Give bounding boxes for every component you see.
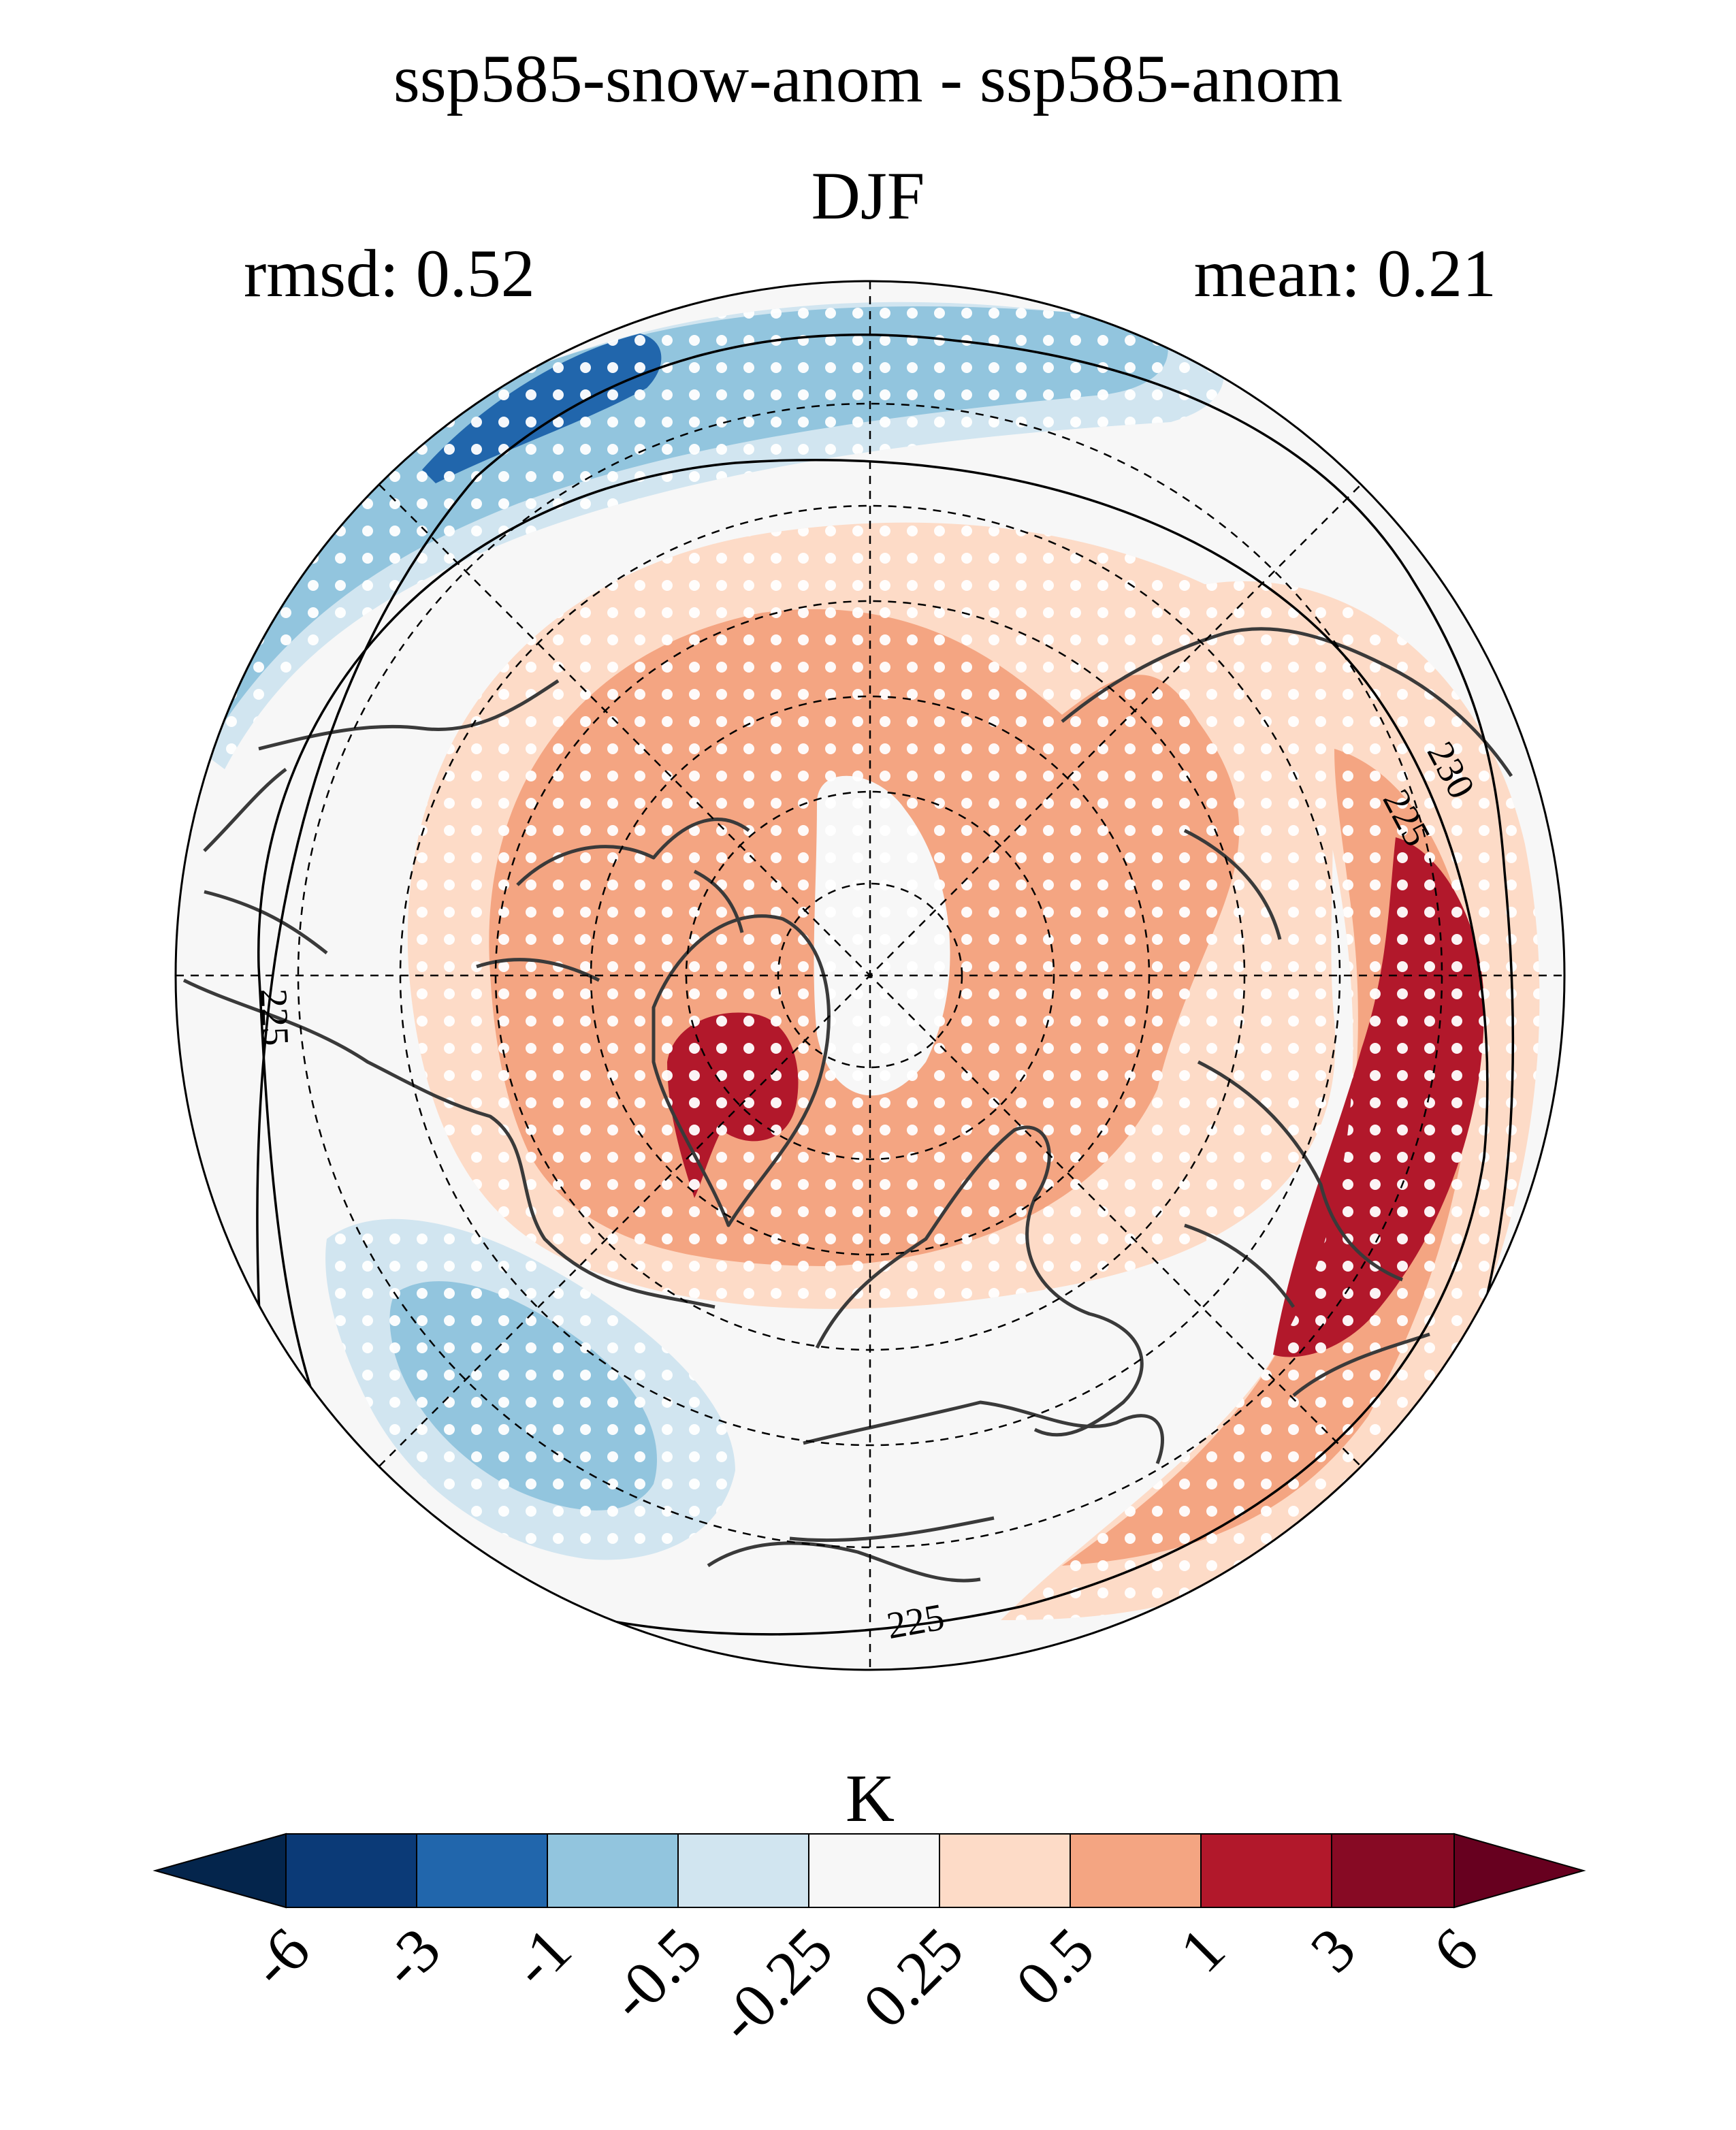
mediterranean-coast (789, 1400, 1164, 1543)
contour-230 (256, 334, 1515, 1491)
colorbar-bin-6 (1070, 1833, 1202, 1908)
europe-coast (815, 1125, 1144, 1437)
season-label: DJF (811, 158, 925, 233)
tick-label-0-5: 0.5 (1003, 1914, 1107, 2018)
tick-label-6: 6 (1419, 1914, 1491, 1986)
coastlines (182, 627, 1513, 1583)
siberia-coast (1061, 627, 1513, 940)
figure-title: ssp585-snow-anom - ssp585-anom (393, 41, 1343, 116)
tick-label-1: 1 (1166, 1914, 1238, 1986)
colorbar-bin-0 (285, 1833, 417, 1908)
tick-label-neg6: -6 (237, 1914, 323, 2000)
stippling (176, 302, 1540, 1620)
tick-label-neg3: -3 (368, 1914, 453, 2000)
tick-label-0-25: 0.25 (850, 1914, 976, 2041)
rmsd-label: rmsd: 0.52 (244, 236, 535, 311)
colorbar-tick-labels: -6 -3 -1 -0.5 -0.25 0.25 0.5 1 3 6 (237, 1914, 1491, 2056)
map-boundary (174, 280, 1566, 1671)
colorbar (152, 1833, 1586, 1909)
tick-label-neg1: -1 (498, 1914, 584, 2000)
colorbar-bin-7 (1200, 1833, 1332, 1908)
canadian-arctic-coast (476, 818, 750, 982)
graticule (176, 281, 1564, 1670)
contour-label-west: 225 (253, 988, 297, 1046)
mean-label: mean: 0.21 (1193, 236, 1496, 311)
asia-coast (1184, 1060, 1430, 1397)
tick-label-3: 3 (1297, 1914, 1368, 1986)
north-america-coast (182, 890, 716, 1309)
colorbar-bin-1 (416, 1833, 548, 1908)
colorbar-unit-label: K (846, 1760, 895, 1836)
africa-coast (707, 1541, 981, 1583)
contour-label-south: 225 (884, 1596, 947, 1647)
colorbar-bin-4 (808, 1833, 940, 1908)
colorbar-bin-8 (1331, 1833, 1455, 1908)
colorbar-bin-2 (547, 1833, 679, 1908)
colorbar-bin-5 (939, 1833, 1071, 1908)
colorbar-bin-3 (677, 1833, 809, 1908)
colorbar-extend-high (1453, 1833, 1586, 1909)
colorbar-extend-low (152, 1833, 287, 1909)
map-field (176, 281, 1564, 1670)
tick-label-neg0-25: -0.25 (705, 1914, 846, 2056)
tick-label-neg0-5: -0.5 (596, 1914, 715, 2033)
